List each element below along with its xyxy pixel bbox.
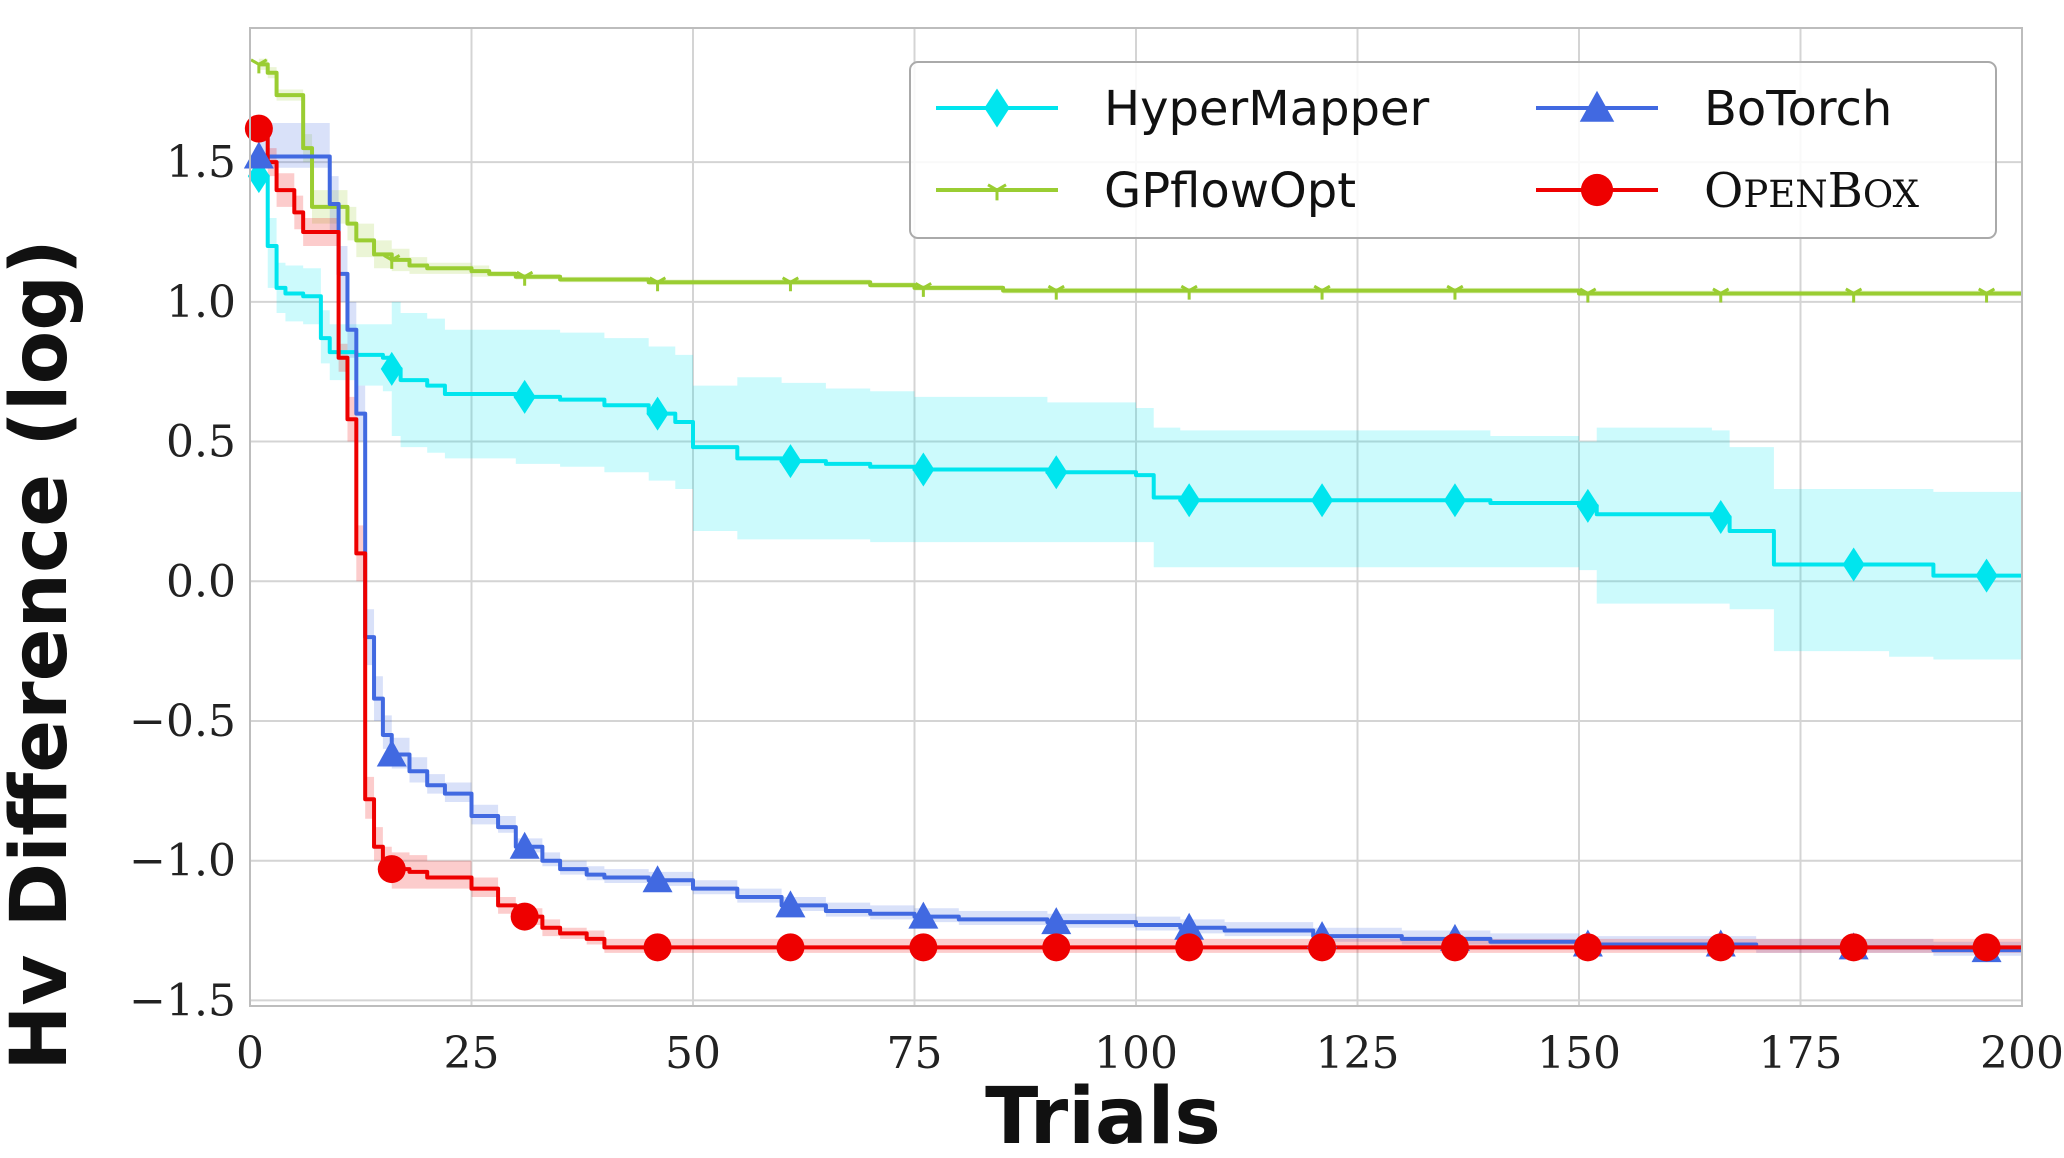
legend-label-botorch: BoTorch bbox=[1704, 81, 1892, 137]
openbox-marker bbox=[1308, 933, 1337, 962]
botorch-marker bbox=[243, 141, 274, 169]
hypermapper-marker bbox=[646, 396, 669, 431]
gpflowopt-marker bbox=[914, 282, 932, 297]
gpflowopt-marker bbox=[516, 270, 534, 286]
openbox-marker bbox=[643, 933, 672, 962]
gpflowopt-marker bbox=[1446, 284, 1464, 300]
y-tick-label: −1.5 bbox=[129, 975, 236, 1026]
y-tick-label: 0.0 bbox=[166, 556, 236, 607]
openbox-marker bbox=[776, 933, 805, 962]
legend: HyperMapper BoTorch GPflowOpt OPENBOX bbox=[909, 61, 1997, 239]
botorch-marker bbox=[376, 739, 407, 767]
y-tick-label: −0.5 bbox=[129, 696, 236, 747]
x-tick-label: 25 bbox=[444, 1028, 500, 1079]
y-tick-label: 1.5 bbox=[166, 137, 236, 188]
botorch-marker bbox=[1041, 907, 1072, 935]
legend-label-openbox: OPENBOX bbox=[1704, 163, 1920, 219]
x-tick-label: 50 bbox=[665, 1028, 721, 1079]
hypermapper-marker bbox=[912, 452, 935, 487]
botorch-marker bbox=[642, 865, 673, 893]
openbox-marker bbox=[909, 933, 938, 962]
hypermapper-marker bbox=[1311, 483, 1334, 518]
x-tick-label: 75 bbox=[887, 1028, 943, 1079]
confidence-bands bbox=[258, 58, 2022, 956]
x-tick-label: 100 bbox=[1094, 1028, 1178, 1079]
legend-marker-gpflowopt bbox=[987, 183, 1007, 201]
legend-marker-botorch bbox=[1579, 90, 1615, 122]
openbox-marker bbox=[1042, 933, 1071, 962]
gpflowopt-marker bbox=[648, 276, 667, 292]
gpflowopt-marker bbox=[1579, 287, 1597, 303]
gpflowopt-marker bbox=[1845, 287, 1863, 303]
legend-box bbox=[909, 61, 1997, 239]
gpflowopt-line bbox=[258, 62, 2022, 296]
openbox-band bbox=[258, 123, 2022, 953]
y-axis-label: Hv Difference (log) bbox=[0, 239, 85, 1071]
legend-label-hypermapper: HyperMapper bbox=[1104, 81, 1430, 137]
gpflowopt-marker bbox=[1047, 284, 1065, 300]
hypermapper-marker bbox=[779, 444, 802, 479]
hypermapper-band bbox=[258, 176, 2022, 660]
gpflowopt-marker bbox=[1712, 287, 1730, 303]
x-tick-label: 125 bbox=[1316, 1028, 1400, 1079]
gpflowopt-marker bbox=[250, 58, 268, 74]
hypermapper-marker bbox=[1842, 547, 1865, 582]
legend-marker-hypermapper bbox=[984, 88, 1010, 128]
openbox-marker bbox=[377, 855, 406, 884]
openbox-marker bbox=[1839, 933, 1868, 962]
gpflowopt-marker bbox=[781, 276, 800, 292]
x-tick-label: 0 bbox=[236, 1028, 264, 1079]
x-tick-label: 175 bbox=[1759, 1028, 1843, 1079]
y-tick-label: −1.0 bbox=[129, 836, 236, 887]
hypermapper-marker bbox=[1045, 455, 1068, 490]
x-tick-label: 200 bbox=[1980, 1028, 2064, 1079]
legend-label-gpflowopt: GPflowOpt bbox=[1104, 163, 1356, 219]
legend-marker-openbox bbox=[1580, 173, 1614, 207]
hypermapper-marker bbox=[1178, 483, 1201, 518]
y-axis-ticks: −1.5 −1.0 −0.5 0.0 0.5 1.0 1.5 bbox=[129, 137, 236, 1026]
gpflowopt-marker bbox=[1977, 287, 1996, 303]
botorch-marker bbox=[908, 901, 939, 929]
y-tick-label: 0.5 bbox=[166, 417, 236, 468]
openbox-marker bbox=[1175, 933, 1204, 962]
gpflowopt-marker bbox=[383, 254, 401, 269]
openbox-marker bbox=[510, 902, 539, 931]
openbox-marker bbox=[1972, 933, 2001, 962]
x-axis-ticks: 0 25 50 75 100 125 150 175 200 bbox=[236, 1028, 2064, 1079]
botorch-marker bbox=[1174, 912, 1205, 940]
hypermapper-marker bbox=[1709, 500, 1732, 534]
openbox-marker bbox=[244, 114, 273, 143]
plot-frame bbox=[249, 27, 2023, 1007]
botorch-marker bbox=[775, 890, 806, 918]
hypermapper-marker bbox=[1975, 558, 1998, 593]
hypermapper-marker bbox=[380, 351, 403, 386]
openbox-marker bbox=[1573, 933, 1602, 962]
x-tick-label: 150 bbox=[1537, 1028, 1621, 1079]
y-tick-label: 1.0 bbox=[166, 277, 236, 328]
gpflowopt-marker bbox=[1180, 284, 1198, 300]
botorch-marker bbox=[509, 831, 540, 859]
hypermapper-marker bbox=[513, 379, 536, 414]
hypermapper-marker bbox=[1443, 483, 1466, 518]
x-axis-label: Trials bbox=[985, 1072, 1221, 1158]
openbox-marker bbox=[1440, 933, 1469, 962]
openbox-marker bbox=[1706, 933, 1735, 962]
gpflowopt-marker bbox=[1313, 284, 1331, 300]
gpflowopt-band bbox=[258, 58, 2022, 297]
series-markers bbox=[243, 58, 2002, 963]
hypermapper-marker bbox=[1576, 488, 1599, 523]
